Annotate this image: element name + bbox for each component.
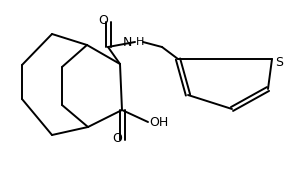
Text: S: S <box>275 56 283 69</box>
Text: N: N <box>123 36 132 48</box>
Text: H: H <box>136 37 144 47</box>
Text: O: O <box>112 133 122 145</box>
Text: O: O <box>98 15 108 27</box>
Text: OH: OH <box>149 116 168 129</box>
